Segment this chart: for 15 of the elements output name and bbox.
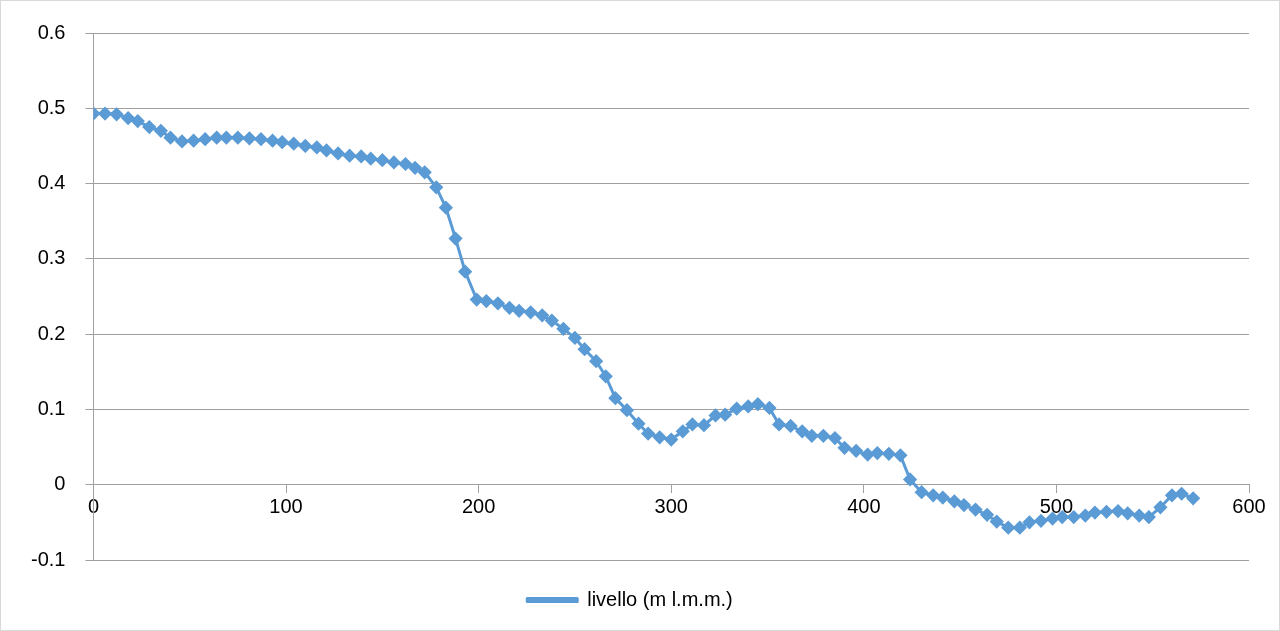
x-tick-label: 500 [1039, 495, 1074, 518]
y-tick-label: 0.5 [37, 95, 66, 118]
y-tick-label: -0.1 [30, 547, 66, 570]
x-tick-label: 100 [269, 495, 303, 518]
legend-label: livello (m l.m.m.) [587, 587, 733, 610]
y-tick-label: 0.4 [37, 171, 66, 194]
x-tick-label: 200 [461, 495, 496, 518]
y-tick-label: 0.2 [37, 321, 66, 344]
y-tick-label: 0.3 [37, 246, 66, 269]
x-tick-label: 300 [654, 495, 688, 518]
x-tick-label: 400 [847, 495, 881, 518]
x-tick-label: 600 [1232, 495, 1266, 518]
y-tick-label: 0.6 [37, 20, 66, 43]
y-tick-label: 0.1 [37, 396, 66, 419]
y-tick-label: 0 [54, 472, 66, 495]
